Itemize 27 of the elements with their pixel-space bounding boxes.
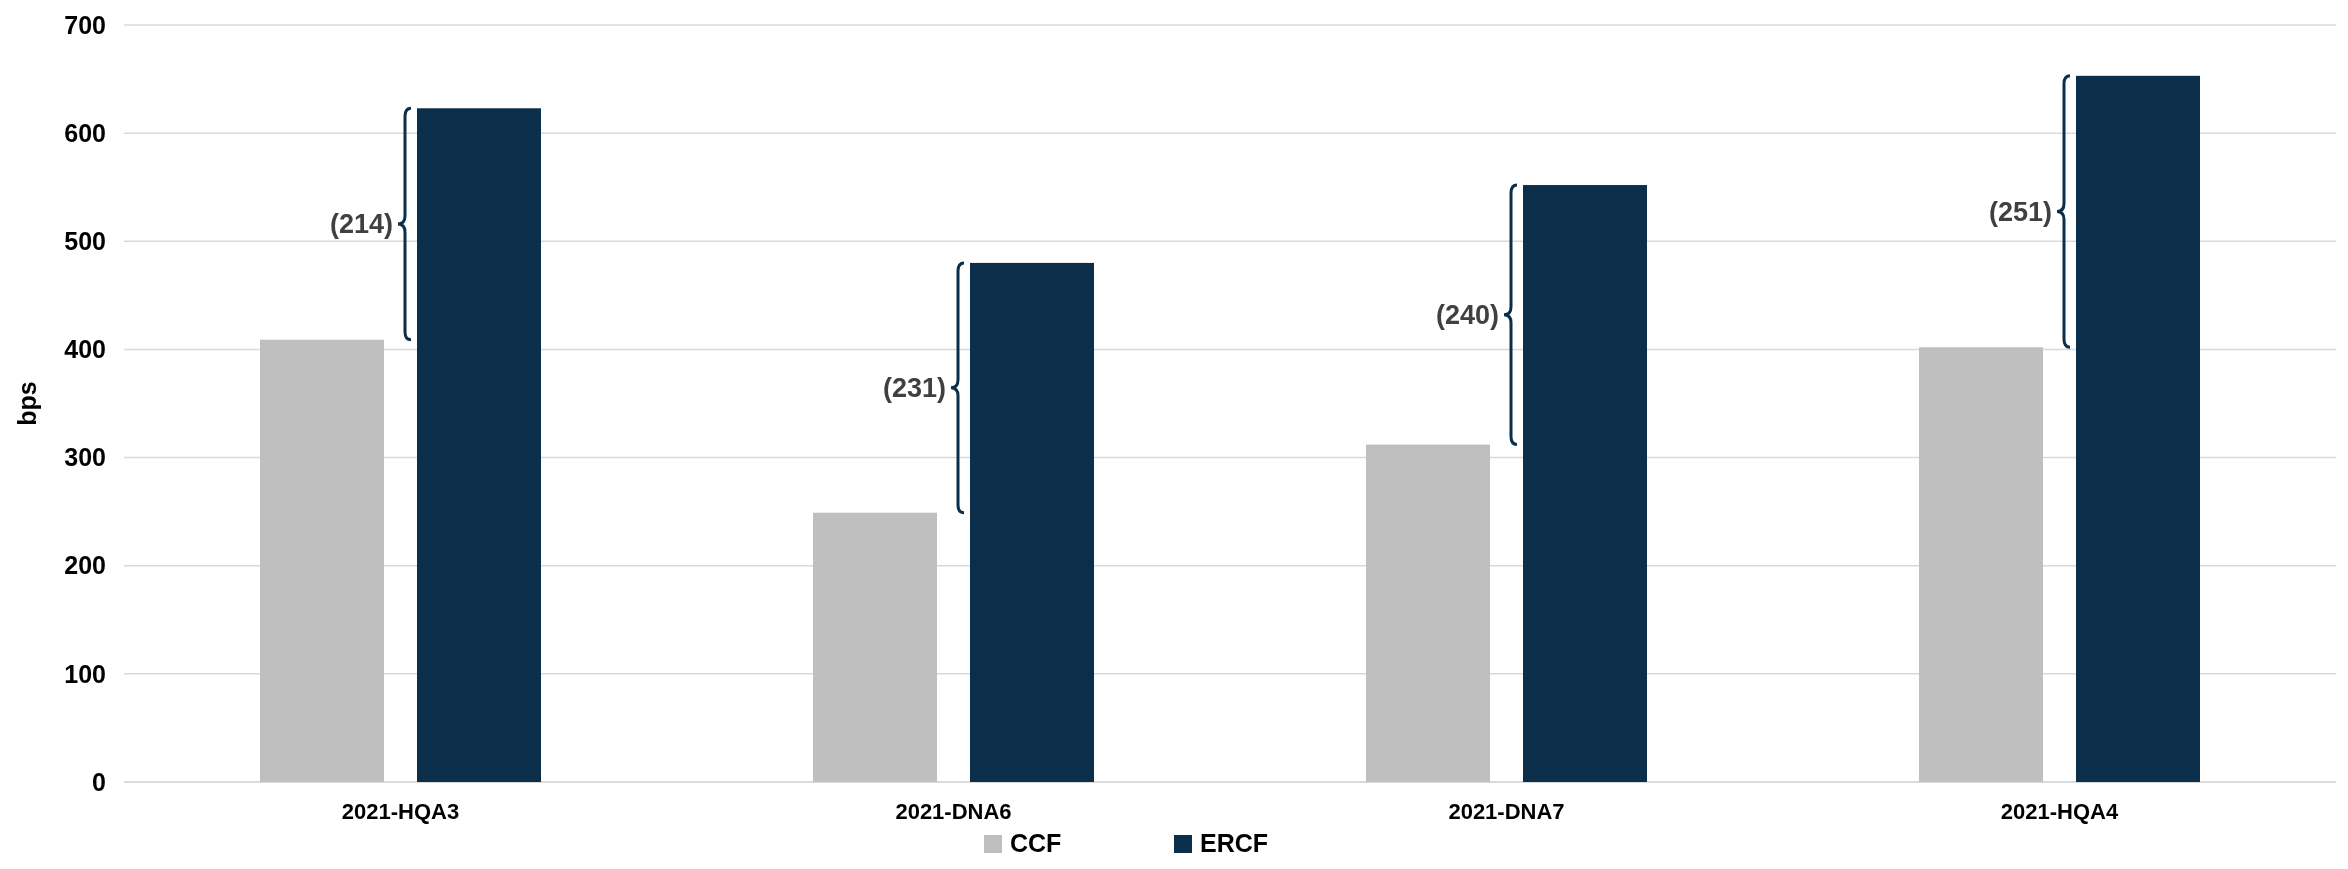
- y-axis-title: bps: [13, 381, 41, 426]
- annotation: (231): [882, 373, 946, 404]
- x-tick-label: 2021-DNA6: [895, 799, 1012, 824]
- bar: [2076, 75, 2200, 782]
- x-tick-label: 2021-HQA4: [2000, 799, 2119, 824]
- bar: [813, 512, 937, 782]
- bar: [260, 339, 384, 782]
- legend-label: ERCF: [1200, 829, 1269, 857]
- y-tick-label: 700: [64, 10, 106, 39]
- y-tick-label: 400: [64, 335, 106, 364]
- bar: [1366, 444, 1490, 782]
- y-tick-label: 200: [64, 551, 106, 580]
- x-tick-label: 2021-DNA7: [1448, 799, 1565, 824]
- y-tick-label: 0: [92, 767, 106, 796]
- bar: [970, 262, 1094, 782]
- y-tick-label: 100: [64, 659, 106, 688]
- annotation: (240): [1435, 300, 1499, 331]
- bar: [1523, 185, 1647, 782]
- bar: [417, 108, 541, 782]
- legend-label: CCF: [1010, 829, 1062, 857]
- bar: [1919, 347, 2043, 782]
- y-tick-label: 300: [64, 443, 106, 472]
- annotation: (251): [1988, 197, 2052, 227]
- y-tick-label: 600: [64, 118, 106, 147]
- x-tick-label: 2021-HQA3: [341, 799, 460, 824]
- y-tick-label: 500: [64, 227, 106, 256]
- annotation: (214): [329, 209, 393, 240]
